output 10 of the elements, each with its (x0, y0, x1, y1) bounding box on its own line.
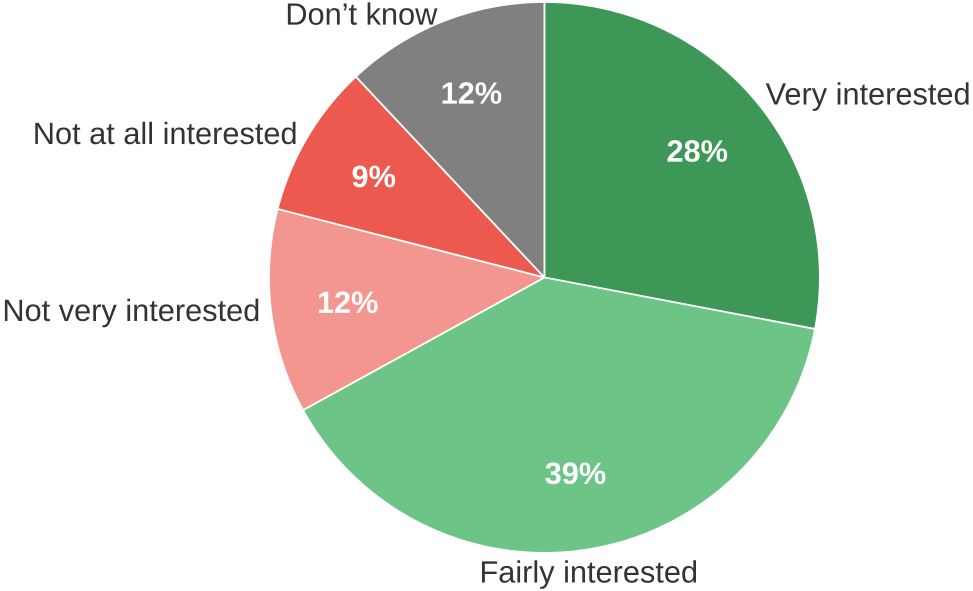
slice-label: Not at all interested (35, 122, 296, 144)
data-label: 9% (352, 165, 396, 188)
data-label: 12% (442, 82, 502, 104)
data-label: 12% (318, 291, 378, 314)
slice-label: Not very interested (4, 298, 258, 328)
slice-label: Fairly interested (482, 560, 696, 589)
data-label: 28% (668, 140, 728, 162)
slice-label: Don’t know (288, 2, 438, 25)
slice-label: Very interested (766, 82, 969, 111)
data-label: 39% (545, 462, 606, 484)
